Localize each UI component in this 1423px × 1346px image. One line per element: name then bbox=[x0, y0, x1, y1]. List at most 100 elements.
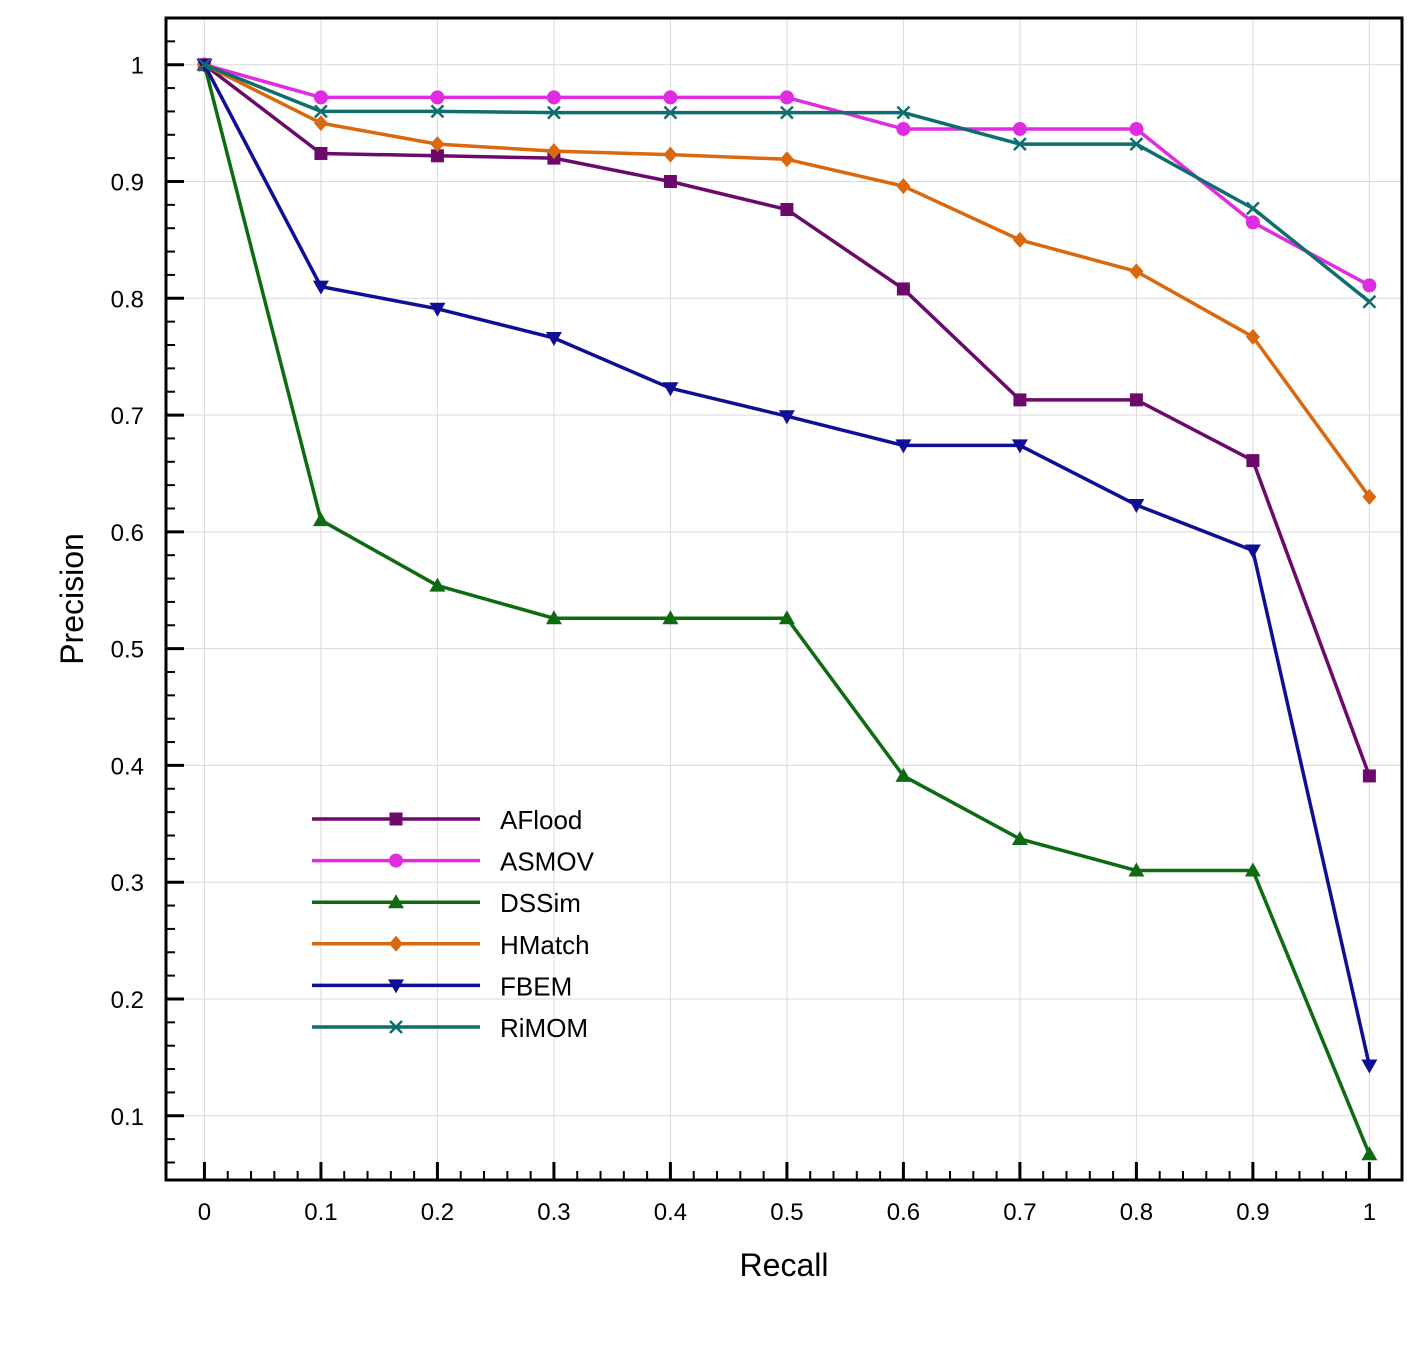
x-tick-label: 0.1 bbox=[304, 1199, 337, 1226]
series-rimom bbox=[197, 57, 1377, 309]
legend-label: FBEM bbox=[500, 971, 572, 1001]
legend-label: RiMOM bbox=[500, 1013, 588, 1043]
data-point-rimom bbox=[547, 105, 561, 120]
data-point-rimom bbox=[1013, 137, 1027, 152]
data-point-dssim bbox=[662, 610, 679, 625]
legend-item-hmatch: HMatch bbox=[312, 930, 590, 960]
data-point-rimom bbox=[314, 104, 328, 119]
legend-item-dssim: DSSim bbox=[312, 888, 581, 918]
data-point-asmov bbox=[1245, 215, 1260, 230]
x-tick-label: 0 bbox=[198, 1199, 211, 1226]
data-point-rimom bbox=[780, 105, 794, 120]
y-tick-label: 0.2 bbox=[111, 987, 144, 1014]
y-tick-label: 0.6 bbox=[111, 520, 144, 547]
data-point-aflood bbox=[1246, 454, 1260, 468]
legend-item-asmov: ASMOV bbox=[312, 847, 595, 877]
x-tick-label: 0.3 bbox=[537, 1199, 570, 1226]
legend-item-rimom: RiMOM bbox=[312, 1013, 588, 1043]
y-tick-label: 1 bbox=[131, 53, 144, 80]
data-point-hmatch bbox=[896, 178, 911, 195]
y-tick-label: 0.4 bbox=[111, 753, 144, 780]
data-point-hmatch bbox=[663, 146, 678, 163]
data-point-rimom bbox=[1129, 137, 1144, 152]
data-point-asmov bbox=[430, 90, 445, 105]
data-point-rimom bbox=[1246, 201, 1260, 216]
x-tick-label: 0.9 bbox=[1236, 1199, 1269, 1226]
data-point-hmatch bbox=[1012, 231, 1027, 248]
legend-marker bbox=[388, 894, 404, 909]
axis-tick-labels: 0 0.1 0.2 0.3 0.4 0.5 0.6 0.7 0.8 0.9 1 0.1 0.2 0.3 0.… bbox=[111, 53, 1376, 1226]
axis-ticks bbox=[166, 40, 1371, 1180]
legend-marker bbox=[389, 853, 403, 868]
data-point-aflood bbox=[1362, 769, 1376, 783]
data-point-dssim bbox=[1011, 830, 1028, 845]
data-point-fbem bbox=[1128, 498, 1145, 513]
data-point-dssim bbox=[545, 610, 562, 625]
data-point-dssim bbox=[778, 610, 795, 625]
data-point-rimom bbox=[663, 105, 678, 120]
data-point-dssim bbox=[1361, 1146, 1378, 1161]
y-tick-label: 0.3 bbox=[111, 870, 144, 897]
legend-marker bbox=[389, 935, 403, 952]
y-tick-label: 0.9 bbox=[111, 169, 144, 196]
data-point-rimom bbox=[1362, 294, 1377, 309]
legend-label: AFlood bbox=[500, 805, 582, 835]
legend-label: ASMOV bbox=[500, 847, 595, 877]
y-axis-title: Precision bbox=[54, 533, 90, 665]
data-point-asmov bbox=[1362, 278, 1377, 293]
data-point-asmov bbox=[313, 90, 328, 105]
data-point-dssim bbox=[1128, 862, 1145, 877]
legend-label: HMatch bbox=[500, 930, 590, 960]
data-point-fbem bbox=[545, 331, 562, 346]
x-tick-label: 1 bbox=[1363, 1199, 1376, 1226]
data-point-aflood bbox=[314, 146, 328, 160]
x-tick-label: 0.5 bbox=[770, 1199, 803, 1226]
data-point-asmov bbox=[779, 90, 794, 105]
data-point-fbem bbox=[429, 302, 446, 317]
data-point-asmov bbox=[546, 90, 561, 105]
data-point-aflood bbox=[430, 149, 444, 163]
x-tick-label: 0.6 bbox=[887, 1199, 920, 1226]
legend-item-aflood: AFlood bbox=[312, 805, 582, 835]
x-tick-label: 0.7 bbox=[1003, 1199, 1036, 1226]
data-point-rimom bbox=[430, 104, 445, 119]
data-point-dssim bbox=[1244, 862, 1261, 877]
data-point-aflood bbox=[780, 203, 794, 217]
series-asmov bbox=[197, 57, 1377, 293]
x-tick-label: 0.2 bbox=[421, 1199, 454, 1226]
legend-item-fbem: FBEM bbox=[312, 971, 572, 1001]
data-point-fbem bbox=[895, 439, 912, 454]
data-point-fbem bbox=[662, 382, 679, 397]
y-tick-label: 0.5 bbox=[111, 637, 144, 664]
data-point-asmov bbox=[663, 90, 678, 105]
data-point-rimom bbox=[896, 105, 911, 120]
x-axis-title: Recall bbox=[740, 1247, 829, 1283]
legend-label: DSSim bbox=[500, 888, 581, 918]
series-hmatch bbox=[197, 56, 1377, 505]
data-point-aflood bbox=[1013, 393, 1027, 407]
legend: AFlood ASMOV DSSim HMatch FBEM RiMOM bbox=[312, 805, 595, 1043]
data-point-fbem bbox=[1011, 439, 1028, 454]
plot-frame bbox=[164, 16, 1404, 1182]
y-tick-label: 0.8 bbox=[111, 286, 144, 313]
data-point-hmatch bbox=[1362, 488, 1377, 505]
data-point-hmatch bbox=[1245, 328, 1260, 345]
data-point-dssim bbox=[429, 577, 446, 592]
data-point-hmatch bbox=[313, 115, 328, 132]
legend-marker bbox=[389, 812, 403, 826]
data-point-dssim bbox=[312, 512, 329, 527]
data-point-fbem bbox=[1361, 1059, 1378, 1074]
series-layer bbox=[196, 56, 1378, 1161]
data-point-asmov bbox=[1012, 121, 1027, 136]
x-tick-label: 0.4 bbox=[654, 1199, 687, 1226]
data-point-fbem bbox=[1244, 544, 1261, 559]
data-point-aflood bbox=[896, 282, 910, 296]
data-point-aflood bbox=[663, 174, 677, 188]
data-point-asmov bbox=[1129, 121, 1144, 136]
y-tick-label: 0.1 bbox=[111, 1104, 144, 1131]
data-point-aflood bbox=[1129, 393, 1143, 407]
data-point-hmatch bbox=[430, 136, 445, 153]
data-point-asmov bbox=[896, 121, 911, 136]
